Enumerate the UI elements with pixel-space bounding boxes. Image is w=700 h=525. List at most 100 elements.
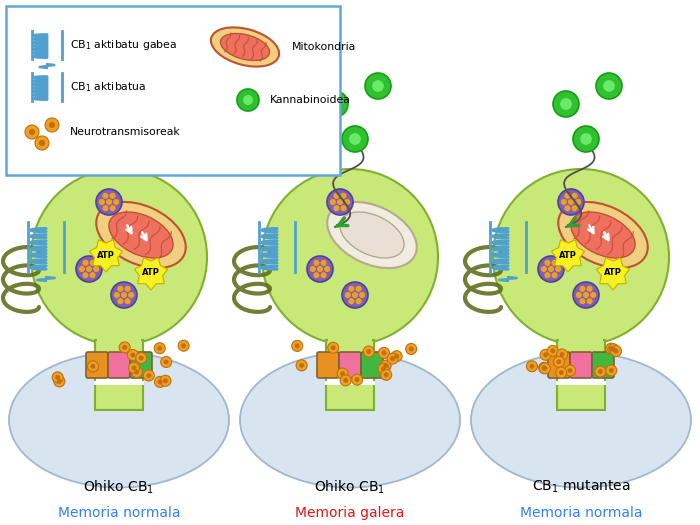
Circle shape	[349, 287, 354, 291]
Circle shape	[611, 347, 616, 352]
Circle shape	[321, 273, 326, 278]
Polygon shape	[596, 258, 629, 290]
Circle shape	[129, 292, 134, 297]
Text: CB$_1$ aktibatua: CB$_1$ aktibatua	[70, 80, 146, 94]
Circle shape	[96, 189, 122, 215]
Circle shape	[129, 362, 139, 373]
Circle shape	[545, 273, 550, 278]
Circle shape	[409, 346, 414, 351]
Circle shape	[558, 189, 584, 215]
Ellipse shape	[240, 352, 460, 488]
FancyBboxPatch shape	[86, 352, 108, 378]
Circle shape	[561, 200, 566, 204]
Circle shape	[387, 353, 398, 364]
Bar	[94, 357, 144, 385]
Circle shape	[307, 256, 333, 282]
Circle shape	[554, 356, 564, 368]
FancyBboxPatch shape	[317, 352, 339, 378]
Circle shape	[353, 292, 357, 297]
Circle shape	[118, 287, 122, 291]
Circle shape	[130, 352, 135, 358]
Circle shape	[603, 80, 615, 92]
Circle shape	[322, 91, 348, 117]
Circle shape	[111, 282, 137, 308]
Ellipse shape	[9, 352, 229, 488]
FancyBboxPatch shape	[548, 352, 570, 378]
Bar	[559, 334, 603, 346]
Circle shape	[237, 89, 259, 111]
Circle shape	[572, 206, 577, 211]
Bar	[326, 340, 374, 410]
Circle shape	[328, 342, 339, 353]
Circle shape	[547, 345, 559, 356]
Circle shape	[296, 360, 307, 371]
Circle shape	[25, 125, 39, 139]
Circle shape	[90, 364, 95, 369]
Text: Neurotransmisoreak: Neurotransmisoreak	[70, 127, 181, 137]
FancyBboxPatch shape	[130, 352, 152, 378]
Circle shape	[125, 299, 130, 303]
Circle shape	[549, 267, 553, 271]
Circle shape	[406, 343, 416, 354]
Bar	[557, 340, 605, 410]
Text: Mitokondria: Mitokondria	[292, 42, 356, 52]
Circle shape	[29, 129, 35, 135]
Text: Ohiko CB$_1$: Ohiko CB$_1$	[314, 478, 386, 496]
Circle shape	[136, 353, 147, 363]
Circle shape	[80, 267, 84, 271]
Circle shape	[565, 194, 570, 198]
Circle shape	[325, 267, 330, 271]
Circle shape	[609, 346, 614, 351]
Circle shape	[349, 299, 354, 303]
Circle shape	[243, 95, 253, 105]
Text: ATP: ATP	[559, 250, 577, 259]
Circle shape	[139, 355, 143, 361]
Circle shape	[580, 287, 584, 291]
Circle shape	[542, 267, 546, 271]
Circle shape	[94, 267, 99, 271]
Circle shape	[379, 348, 389, 359]
Circle shape	[127, 350, 139, 361]
Text: CB$_1$ aktibatu gabea: CB$_1$ aktibatu gabea	[70, 38, 177, 52]
Circle shape	[394, 354, 399, 359]
Circle shape	[337, 200, 342, 204]
Circle shape	[349, 133, 361, 145]
Ellipse shape	[96, 202, 186, 268]
Circle shape	[345, 200, 349, 204]
Ellipse shape	[262, 169, 438, 345]
Circle shape	[556, 349, 568, 360]
Ellipse shape	[340, 212, 404, 258]
Circle shape	[110, 194, 115, 198]
Circle shape	[351, 374, 363, 385]
Circle shape	[381, 369, 392, 380]
Bar	[95, 340, 143, 410]
Ellipse shape	[471, 352, 691, 488]
Circle shape	[334, 194, 339, 198]
Circle shape	[83, 273, 88, 278]
Circle shape	[88, 361, 99, 372]
Text: ATP: ATP	[97, 250, 115, 259]
Circle shape	[366, 349, 371, 354]
Circle shape	[90, 273, 95, 278]
Circle shape	[178, 340, 189, 351]
Circle shape	[327, 189, 353, 215]
Circle shape	[346, 292, 350, 297]
Circle shape	[340, 375, 351, 386]
Text: ATP: ATP	[142, 268, 160, 278]
Circle shape	[545, 260, 550, 265]
Circle shape	[337, 368, 348, 379]
Circle shape	[55, 375, 60, 380]
Circle shape	[587, 299, 592, 303]
Circle shape	[568, 368, 573, 373]
Circle shape	[342, 282, 368, 308]
Circle shape	[542, 365, 547, 370]
Circle shape	[580, 299, 584, 303]
Ellipse shape	[220, 34, 270, 60]
Circle shape	[559, 352, 564, 357]
FancyBboxPatch shape	[570, 352, 592, 378]
Text: ATP: ATP	[604, 268, 622, 278]
Circle shape	[49, 122, 55, 128]
Circle shape	[115, 292, 119, 297]
Circle shape	[343, 378, 348, 383]
Circle shape	[610, 345, 622, 356]
